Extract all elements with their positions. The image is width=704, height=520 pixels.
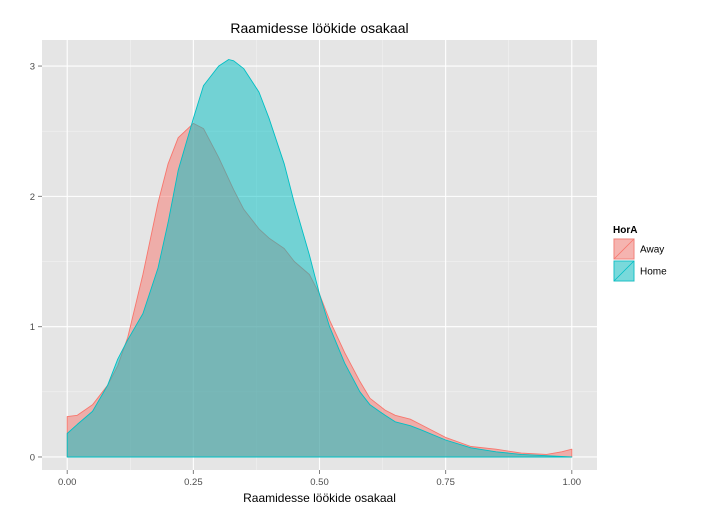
legend-label: Away [640,245,664,256]
legend-item-home: Home [613,260,667,282]
x-tick-label: 0.25 [184,477,203,488]
legend-item-away: Away [613,238,664,260]
y-axis-ticks: 0 1 2 3 [30,62,42,463]
y-tick-label: 3 [30,62,35,73]
legend-swatch-slash [613,238,635,260]
legend-items: Away Home [613,238,667,282]
legend: HorA Away Home [613,225,667,282]
x-tick-label: 0.00 [58,477,77,488]
x-axis-title: Raamidesse löökide osakaal [243,491,396,505]
y-tick-label: 2 [30,192,35,203]
legend-title: HorA [613,225,637,236]
legend-swatch-slash [613,260,635,282]
chart-title: Raamidesse löökide osakaal [230,20,408,36]
y-tick-label: 0 [30,452,35,463]
density-areas [66,59,573,458]
legend-label: Home [640,267,667,278]
x-tick-label: 0.75 [436,477,455,488]
y-tick-label: 1 [30,322,35,333]
x-tick-label: 0.50 [310,477,329,488]
density-area-home [66,59,573,458]
x-axis-ticks: 0.00 0.25 0.50 0.75 1.00 [58,470,581,488]
x-tick-label: 1.00 [563,477,582,488]
